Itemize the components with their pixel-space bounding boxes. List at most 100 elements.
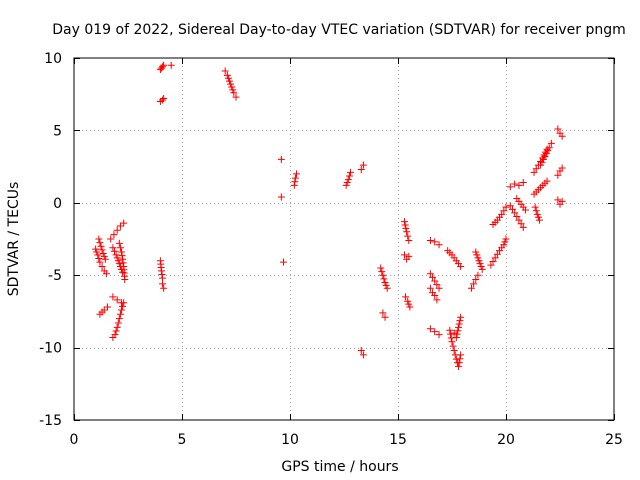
data-point bbox=[519, 179, 527, 187]
data-point bbox=[378, 268, 386, 276]
data-point bbox=[453, 330, 461, 338]
data-point bbox=[431, 291, 439, 299]
y-tick-label: 5 bbox=[53, 123, 62, 139]
data-point bbox=[158, 270, 166, 278]
x-tick-label: 25 bbox=[605, 432, 623, 448]
data-point bbox=[114, 319, 122, 327]
data-point bbox=[502, 235, 510, 243]
data-point bbox=[446, 326, 454, 334]
data-point bbox=[511, 209, 519, 217]
data-point bbox=[519, 223, 527, 231]
x-axis-label: GPS time / hours bbox=[281, 459, 398, 475]
data-point bbox=[342, 181, 350, 189]
data-point bbox=[118, 252, 126, 260]
data-point bbox=[346, 168, 354, 176]
data-point bbox=[92, 245, 100, 253]
data-point bbox=[448, 338, 456, 346]
data-point bbox=[357, 165, 365, 173]
data-point bbox=[292, 170, 300, 178]
data-point bbox=[501, 238, 509, 246]
data-point bbox=[447, 330, 455, 338]
data-point bbox=[475, 257, 483, 265]
data-point bbox=[98, 246, 106, 254]
data-point bbox=[112, 327, 120, 335]
data-point bbox=[96, 239, 104, 247]
data-point bbox=[379, 271, 387, 279]
data-point bbox=[502, 203, 510, 211]
data-point bbox=[344, 176, 352, 184]
data-point bbox=[403, 228, 411, 236]
data-point bbox=[120, 219, 128, 227]
data-point bbox=[379, 309, 387, 317]
data-point bbox=[357, 346, 365, 354]
data-point bbox=[380, 275, 388, 283]
data-point bbox=[377, 264, 385, 272]
data-point bbox=[455, 359, 463, 367]
data-points bbox=[92, 61, 566, 370]
data-point bbox=[115, 260, 123, 268]
data-point bbox=[280, 258, 288, 266]
data-point bbox=[382, 281, 390, 289]
data-point bbox=[473, 251, 481, 259]
data-point bbox=[493, 250, 501, 258]
data-point bbox=[160, 61, 168, 69]
data-point bbox=[95, 235, 103, 243]
data-point bbox=[160, 284, 168, 292]
data-point bbox=[95, 255, 103, 263]
y-tick-label: -15 bbox=[39, 413, 62, 429]
data-point bbox=[405, 300, 413, 308]
data-point bbox=[542, 150, 550, 158]
data-point bbox=[157, 267, 165, 275]
data-point bbox=[476, 260, 484, 268]
data-point bbox=[457, 263, 465, 271]
data-point bbox=[433, 281, 441, 289]
data-point bbox=[113, 226, 121, 234]
data-point bbox=[115, 315, 123, 323]
data-point bbox=[116, 244, 124, 252]
data-point bbox=[426, 236, 434, 244]
data-point bbox=[435, 284, 443, 292]
x-tick-label: 0 bbox=[70, 432, 79, 448]
data-point bbox=[109, 293, 117, 301]
data-point bbox=[454, 323, 462, 331]
data-point bbox=[533, 210, 541, 218]
data-point bbox=[228, 83, 236, 91]
data-point bbox=[118, 248, 126, 256]
data-point bbox=[554, 196, 562, 204]
data-point bbox=[405, 236, 413, 244]
data-point bbox=[450, 329, 458, 337]
y-tick-label: 0 bbox=[53, 196, 62, 212]
data-point bbox=[229, 86, 237, 94]
data-point bbox=[102, 270, 110, 278]
data-point bbox=[119, 259, 127, 267]
data-point bbox=[537, 161, 545, 169]
data-point bbox=[116, 222, 124, 230]
data-point bbox=[515, 181, 523, 189]
data-point bbox=[517, 220, 525, 228]
data-point bbox=[381, 278, 389, 286]
tick-labels: 0 5 10 15 20 25 -15 -10 -5 0 5 10 bbox=[39, 51, 623, 448]
data-point bbox=[456, 317, 464, 325]
y-axis-label: SDTVAR / TECUs bbox=[6, 182, 22, 297]
x-tick-label: 10 bbox=[281, 432, 299, 448]
data-point bbox=[515, 216, 523, 224]
data-point bbox=[431, 277, 439, 285]
data-point bbox=[474, 271, 482, 279]
data-point bbox=[470, 280, 478, 288]
data-point bbox=[109, 244, 117, 252]
data-point bbox=[400, 251, 408, 259]
data-point bbox=[531, 203, 539, 211]
plot-frame bbox=[73, 57, 615, 421]
data-point bbox=[491, 254, 499, 262]
data-point bbox=[404, 297, 412, 305]
data-point bbox=[113, 296, 121, 304]
data-point bbox=[359, 161, 367, 169]
data-point bbox=[558, 197, 566, 205]
data-point bbox=[489, 257, 497, 265]
data-point bbox=[221, 67, 229, 75]
data-point bbox=[457, 313, 465, 321]
data-point bbox=[454, 327, 462, 335]
data-point bbox=[227, 80, 235, 88]
data-point bbox=[232, 93, 240, 101]
